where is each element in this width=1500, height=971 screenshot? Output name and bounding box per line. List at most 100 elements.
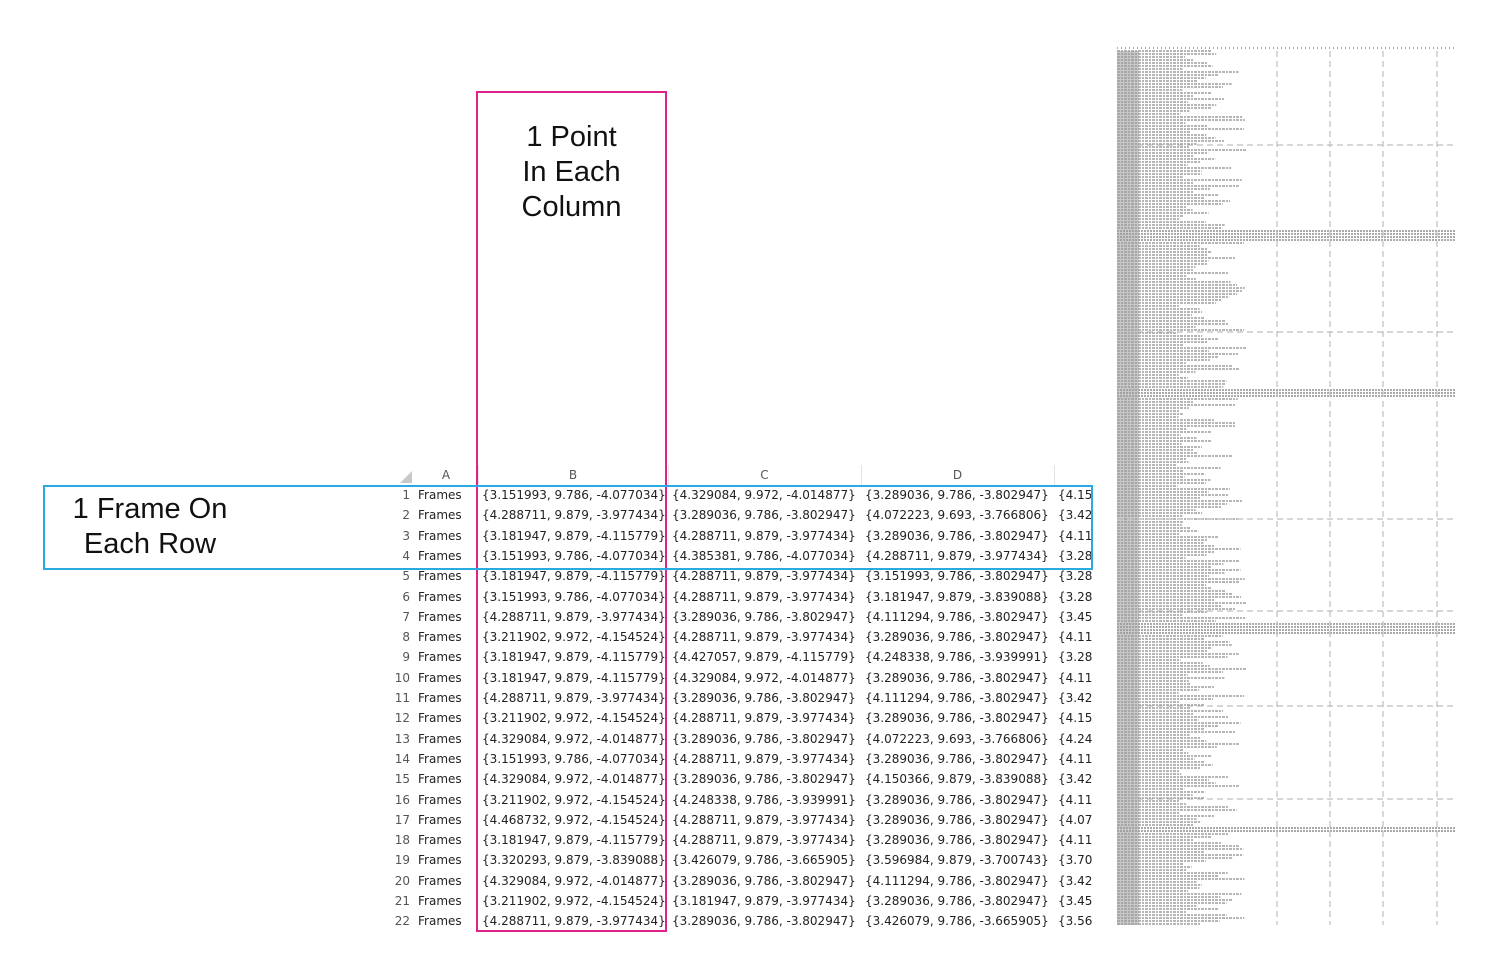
cell-e[interactable]: {4.11 (1058, 751, 1093, 766)
cell-e[interactable]: {4.11 (1058, 833, 1093, 848)
cell-d[interactable]: {3.289036, 9.786, -3.802947} (865, 488, 1049, 502)
cell-e[interactable]: {3.42 (1058, 508, 1093, 523)
cell-e[interactable]: {4.15 (1058, 711, 1093, 726)
cell-e[interactable]: {3.70 (1058, 853, 1093, 868)
cell-e[interactable]: {3.28 (1058, 569, 1093, 584)
cell-e[interactable]: {3.56 (1058, 914, 1093, 929)
cell-a[interactable]: Frames (418, 914, 462, 929)
cell-e[interactable]: {3.42 (1058, 873, 1093, 888)
cell-b[interactable]: {4.329084, 9.972, -4.014877} (482, 873, 666, 888)
cell-b[interactable]: {3.181947, 9.879, -4.115779} (482, 528, 666, 543)
row-number[interactable]: 6 (402, 589, 410, 604)
cell-a[interactable]: Frames (418, 711, 462, 726)
cell-a[interactable]: Frames (418, 691, 462, 705)
cell-d[interactable]: {3.289036, 9.786, -3.802947} (865, 711, 1049, 726)
column-header-c[interactable]: C (668, 465, 862, 485)
cell-d[interactable]: {4.288711, 9.879, -3.977434} (865, 548, 1049, 563)
row-number[interactable]: 21 (394, 894, 410, 908)
cell-b[interactable]: {3.151993, 9.786, -4.077034} (482, 589, 666, 604)
cell-b[interactable]: {3.320293, 9.879, -3.839088} (482, 853, 666, 868)
row-number[interactable]: 4 (402, 548, 410, 563)
cell-c[interactable]: {3.289036, 9.786, -3.802947} (672, 508, 856, 523)
cell-e[interactable]: {3.28 (1058, 548, 1093, 563)
cell-a[interactable]: Frames (418, 873, 462, 888)
cell-c[interactable]: {3.289036, 9.786, -3.802947} (672, 772, 856, 787)
cell-d[interactable]: {3.289036, 9.786, -3.802947} (865, 894, 1049, 908)
cell-a[interactable]: Frames (418, 609, 462, 624)
cell-b[interactable]: {4.288711, 9.879, -3.977434} (482, 914, 666, 929)
cell-c[interactable]: {4.288711, 9.879, -3.977434} (672, 528, 856, 543)
cell-c[interactable]: {4.329084, 9.972, -4.014877} (672, 488, 856, 502)
row-number[interactable]: 5 (402, 569, 410, 584)
cell-b[interactable]: {4.329084, 9.972, -4.014877} (482, 772, 666, 787)
row-number[interactable]: 13 (394, 731, 410, 746)
cell-e[interactable]: {3.45 (1058, 609, 1093, 624)
row-number[interactable]: 19 (394, 853, 410, 868)
cell-e[interactable]: {4.11 (1058, 670, 1093, 685)
row-number[interactable]: 18 (394, 833, 410, 848)
cell-c[interactable]: {4.288711, 9.879, -3.977434} (672, 569, 856, 584)
cell-c[interactable]: {4.288711, 9.879, -3.977434} (672, 833, 856, 848)
cell-e[interactable]: {4.07 (1058, 812, 1093, 827)
cell-b[interactable]: {3.211902, 9.972, -4.154524} (482, 894, 666, 908)
row-number[interactable]: 10 (394, 670, 410, 685)
cell-e[interactable]: {3.42 (1058, 772, 1093, 787)
cell-c[interactable]: {4.288711, 9.879, -3.977434} (672, 751, 856, 766)
row-number[interactable]: 11 (394, 691, 410, 705)
cell-d[interactable]: {4.248338, 9.786, -3.939991} (865, 650, 1049, 665)
cell-e[interactable]: {4.11 (1058, 792, 1093, 807)
cell-c[interactable]: {3.181947, 9.879, -3.977434} (672, 894, 856, 908)
cell-d[interactable]: {3.289036, 9.786, -3.802947} (865, 630, 1049, 645)
cell-a[interactable]: Frames (418, 630, 462, 645)
cell-c[interactable]: {3.289036, 9.786, -3.802947} (672, 914, 856, 929)
cell-d[interactable]: {4.072223, 9.693, -3.766806} (865, 731, 1049, 746)
cell-a[interactable]: Frames (418, 812, 462, 827)
row-number[interactable]: 15 (394, 772, 410, 787)
cell-b[interactable]: {3.211902, 9.972, -4.154524} (482, 630, 666, 645)
cell-c[interactable]: {4.288711, 9.879, -3.977434} (672, 812, 856, 827)
column-header-b[interactable]: B (478, 465, 669, 485)
cell-a[interactable]: Frames (418, 488, 462, 502)
cell-c[interactable]: {4.288711, 9.879, -3.977434} (672, 711, 856, 726)
row-number[interactable]: 2 (402, 508, 410, 523)
cell-a[interactable]: Frames (418, 731, 462, 746)
cell-b[interactable]: {3.211902, 9.972, -4.154524} (482, 792, 666, 807)
cell-b[interactable]: {3.151993, 9.786, -4.077034} (482, 751, 666, 766)
cell-b[interactable]: {3.151993, 9.786, -4.077034} (482, 548, 666, 563)
cell-a[interactable]: Frames (418, 670, 462, 685)
cell-d[interactable]: {4.111294, 9.786, -3.802947} (865, 609, 1049, 624)
cell-a[interactable]: Frames (418, 650, 462, 665)
cell-c[interactable]: {3.426079, 9.786, -3.665905} (672, 853, 856, 868)
cell-a[interactable]: Frames (418, 894, 462, 908)
cell-b[interactable]: {3.181947, 9.879, -4.115779} (482, 569, 666, 584)
cell-e[interactable]: {4.15 (1058, 488, 1093, 502)
cell-e[interactable]: {3.28 (1058, 650, 1093, 665)
cell-d[interactable]: {3.426079, 9.786, -3.665905} (865, 914, 1049, 929)
column-header-a[interactable]: A (414, 465, 479, 485)
cell-e[interactable]: {4.24 (1058, 731, 1093, 746)
cell-e[interactable]: {4.11 (1058, 630, 1093, 645)
cell-c[interactable]: {3.289036, 9.786, -3.802947} (672, 691, 856, 705)
cell-c[interactable]: {3.289036, 9.786, -3.802947} (672, 873, 856, 888)
cell-b[interactable]: {3.211902, 9.972, -4.154524} (482, 711, 666, 726)
row-number[interactable]: 3 (402, 528, 410, 543)
row-number[interactable]: 14 (394, 751, 410, 766)
cell-c[interactable]: {4.248338, 9.786, -3.939991} (672, 792, 856, 807)
cell-c[interactable]: {4.288711, 9.879, -3.977434} (672, 630, 856, 645)
cell-b[interactable]: {3.181947, 9.879, -4.115779} (482, 833, 666, 848)
cell-b[interactable]: {4.329084, 9.972, -4.014877} (482, 731, 666, 746)
cell-a[interactable]: Frames (418, 792, 462, 807)
cell-a[interactable]: Frames (418, 569, 462, 584)
cell-d[interactable]: {4.111294, 9.786, -3.802947} (865, 873, 1049, 888)
cell-b[interactable]: {3.151993, 9.786, -4.077034} (482, 488, 666, 502)
row-number[interactable]: 12 (394, 711, 410, 726)
cell-a[interactable]: Frames (418, 853, 462, 868)
cell-d[interactable]: {4.111294, 9.786, -3.802947} (865, 691, 1049, 705)
cell-d[interactable]: {4.072223, 9.693, -3.766806} (865, 508, 1049, 523)
cell-d[interactable]: {3.289036, 9.786, -3.802947} (865, 792, 1049, 807)
cell-d[interactable]: {3.181947, 9.879, -3.839088} (865, 589, 1049, 604)
row-number[interactable]: 9 (402, 650, 410, 665)
row-number[interactable]: 7 (402, 609, 410, 624)
column-header-d[interactable]: D (861, 465, 1055, 485)
cell-a[interactable]: Frames (418, 751, 462, 766)
